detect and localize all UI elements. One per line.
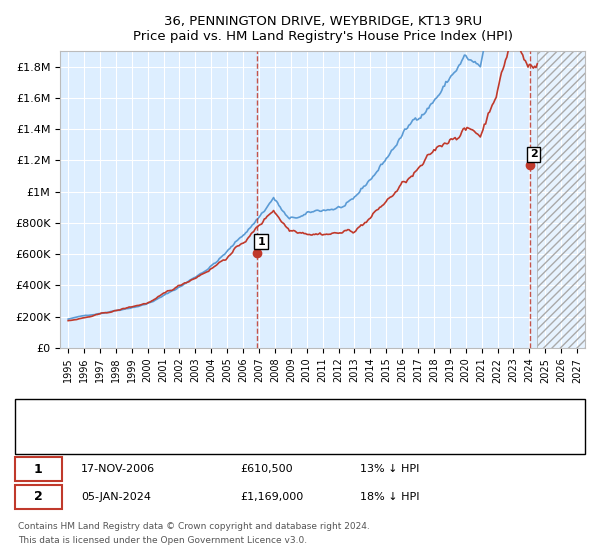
Text: ——: —— [33,408,64,423]
Bar [537,51,585,348]
Text: 36, PENNINGTON DRIVE, WEYBRIDGE, KT13 9RU (detached house): 36, PENNINGTON DRIVE, WEYBRIDGE, KT13 9R… [81,410,426,421]
Text: 2: 2 [530,150,538,160]
Text: This data is licensed under the Open Government Licence v3.0.: This data is licensed under the Open Gov… [18,536,307,545]
Text: 2: 2 [34,490,43,503]
Text: Contains HM Land Registry data © Crown copyright and database right 2024.: Contains HM Land Registry data © Crown c… [18,522,370,531]
Text: 05-JAN-2024: 05-JAN-2024 [81,492,151,502]
Text: 1: 1 [34,463,43,476]
Text: 1: 1 [257,237,265,246]
Title: 36, PENNINGTON DRIVE, WEYBRIDGE, KT13 9RU
Price paid vs. HM Land Registry's Hous: 36, PENNINGTON DRIVE, WEYBRIDGE, KT13 9R… [133,15,512,43]
Bar [537,51,585,348]
Text: ——: —— [33,431,64,446]
Text: £610,500: £610,500 [240,464,293,474]
Text: 13% ↓ HPI: 13% ↓ HPI [360,464,419,474]
Text: HPI: Average price, detached house, Elmbridge: HPI: Average price, detached house, Elmb… [81,433,327,444]
Text: 17-NOV-2006: 17-NOV-2006 [81,464,155,474]
Text: £1,169,000: £1,169,000 [240,492,303,502]
Text: 18% ↓ HPI: 18% ↓ HPI [360,492,419,502]
